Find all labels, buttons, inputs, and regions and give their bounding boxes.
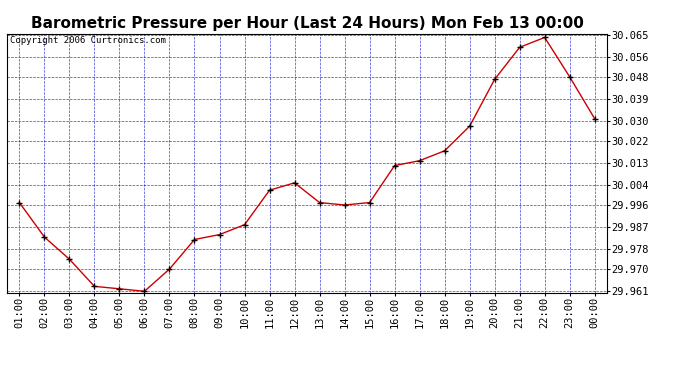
Title: Barometric Pressure per Hour (Last 24 Hours) Mon Feb 13 00:00: Barometric Pressure per Hour (Last 24 Ho…: [30, 16, 584, 31]
Text: Copyright 2006 Curtronics.com: Copyright 2006 Curtronics.com: [10, 36, 166, 45]
